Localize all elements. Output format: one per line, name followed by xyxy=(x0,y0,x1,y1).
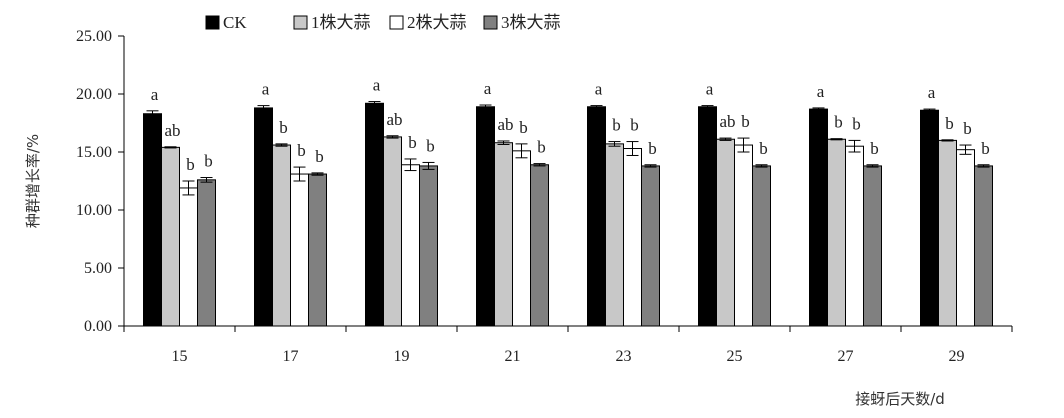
bar xyxy=(698,106,717,327)
y-tick-label: 5.00 xyxy=(84,260,112,277)
significance-label: b xyxy=(981,139,990,158)
bars xyxy=(143,101,993,327)
significance-label: b xyxy=(519,118,528,137)
significance-label: b xyxy=(612,116,621,135)
x-tick-label: 17 xyxy=(283,348,299,365)
bar xyxy=(845,145,864,327)
bar xyxy=(920,109,939,327)
significance-label: b xyxy=(315,147,324,166)
bar xyxy=(143,113,162,327)
bar xyxy=(308,173,327,327)
significance-label: a xyxy=(928,83,936,102)
bar xyxy=(254,107,273,327)
bar xyxy=(365,102,384,327)
bar xyxy=(716,138,735,327)
bar xyxy=(494,142,513,327)
significance-label: b xyxy=(834,113,843,132)
y-tick-label: 20.00 xyxy=(76,86,112,103)
bar xyxy=(401,164,420,327)
x-tick-label: 15 xyxy=(172,348,188,365)
bar xyxy=(290,173,309,327)
significance-label: b xyxy=(852,114,861,133)
x-tick-label: 19 xyxy=(394,348,410,365)
significance-label: b xyxy=(630,116,639,135)
significance-label: b xyxy=(759,139,768,158)
significance-label: b xyxy=(963,119,972,138)
bar xyxy=(197,179,216,327)
legend-swatch xyxy=(205,15,220,30)
x-tick-label: 21 xyxy=(505,348,521,365)
bar xyxy=(752,165,771,327)
axes: 0.00 5.00 10.00 15.00 20.00 25.00 15 17 19 21 23 25… xyxy=(76,28,1013,365)
bar xyxy=(179,187,198,327)
significance-label: a xyxy=(595,80,603,99)
x-axis-title: 接蚜后天数/d xyxy=(855,390,945,408)
bar xyxy=(734,144,753,327)
significance-label: b xyxy=(186,155,195,174)
bar xyxy=(938,139,957,327)
bar xyxy=(530,164,549,327)
bar xyxy=(956,149,975,327)
significance-label: b xyxy=(537,138,546,157)
significance-label: b xyxy=(426,136,435,155)
y-tick-label: 25.00 xyxy=(76,28,112,45)
legend-label: 3株大蒜 xyxy=(501,13,561,32)
significance-label: a xyxy=(373,76,381,95)
significance-label: a xyxy=(151,85,159,104)
significance-label: a xyxy=(484,79,492,98)
legend-label: 1株大蒜 xyxy=(311,13,371,32)
bar xyxy=(512,150,531,327)
bar xyxy=(272,144,291,327)
significance-label: a xyxy=(706,80,714,99)
bar xyxy=(476,106,495,327)
x-tick-label: 29 xyxy=(949,348,965,365)
y-tick-label: 15.00 xyxy=(76,144,112,161)
significance-label: ab xyxy=(164,121,180,140)
significance-label: b xyxy=(870,139,879,158)
bar xyxy=(623,148,642,327)
bar xyxy=(809,108,828,327)
x-tick-label: 27 xyxy=(838,348,854,365)
bar xyxy=(605,143,624,327)
significance-label: a xyxy=(262,80,270,99)
significance-label: a xyxy=(817,82,825,101)
significance-label: b xyxy=(741,112,750,131)
bar xyxy=(863,165,882,327)
significance-label: b xyxy=(408,133,417,152)
significance-label: b xyxy=(297,141,306,160)
significance-label: b xyxy=(945,114,954,133)
bar xyxy=(383,136,402,327)
legend-label: CK xyxy=(223,13,247,32)
x-tick-label: 25 xyxy=(727,348,743,365)
legend-swatch xyxy=(483,15,498,30)
bar xyxy=(587,106,606,327)
significance-label: b xyxy=(648,139,657,158)
bar xyxy=(161,146,180,327)
bar xyxy=(827,138,846,327)
bar xyxy=(419,165,438,327)
legend-swatch xyxy=(389,15,404,30)
significance-label: b xyxy=(204,152,213,171)
x-tick-label: 23 xyxy=(616,348,632,365)
significance-label: b xyxy=(279,118,288,137)
bar xyxy=(641,165,660,327)
legend-swatch xyxy=(293,15,308,30)
significance-label: ab xyxy=(719,112,735,131)
bar xyxy=(974,165,993,327)
significance-label: ab xyxy=(386,110,402,129)
legend-label: 2株大蒜 xyxy=(407,13,467,32)
y-axis-title: 种群增长率/% xyxy=(24,134,42,228)
significance-label: ab xyxy=(497,115,513,134)
y-tick-label: 10.00 xyxy=(76,202,112,219)
y-tick-label: 0.00 xyxy=(84,318,112,335)
legend: CK 1株大蒜 2株大蒜 3株大蒜 xyxy=(205,13,561,32)
